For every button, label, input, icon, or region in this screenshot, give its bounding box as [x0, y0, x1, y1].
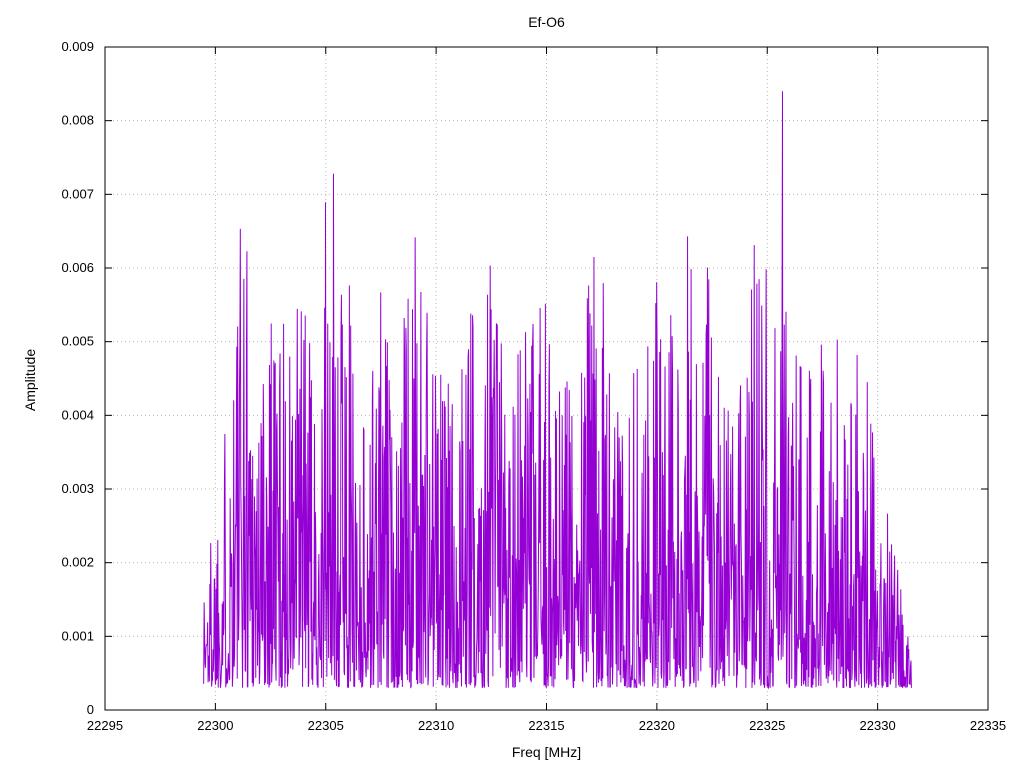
- y-axis-label: Amplitude: [22, 348, 38, 412]
- y-tick-label: 0.007: [61, 186, 94, 201]
- y-tick-label: 0.003: [61, 481, 94, 496]
- x-tick-label: 22315: [528, 718, 564, 733]
- chart-title: Ef-O6: [528, 14, 565, 30]
- y-tick-label: 0.004: [61, 407, 94, 422]
- y-tick-label: 0.008: [61, 113, 94, 128]
- x-tick-label: 22300: [197, 718, 233, 733]
- x-tick-label: 22335: [970, 718, 1006, 733]
- y-tick-label: 0.001: [61, 628, 94, 643]
- y-tick-label: 0.002: [61, 555, 94, 570]
- x-tick-label: 22330: [860, 718, 896, 733]
- x-tick-label: 22325: [749, 718, 785, 733]
- y-tick-label: 0.006: [61, 260, 94, 275]
- series-line: [202, 91, 912, 690]
- x-tick-label: 22320: [639, 718, 675, 733]
- x-tick-label: 22295: [87, 718, 123, 733]
- y-tick-label: 0.005: [61, 334, 94, 349]
- y-tick-label: 0.009: [61, 39, 94, 54]
- x-axis-label: Freq [MHz]: [511, 744, 582, 760]
- x-tick-label: 22310: [418, 718, 454, 733]
- x-tick-label: 22305: [308, 718, 344, 733]
- y-tick-label: 0: [87, 702, 94, 717]
